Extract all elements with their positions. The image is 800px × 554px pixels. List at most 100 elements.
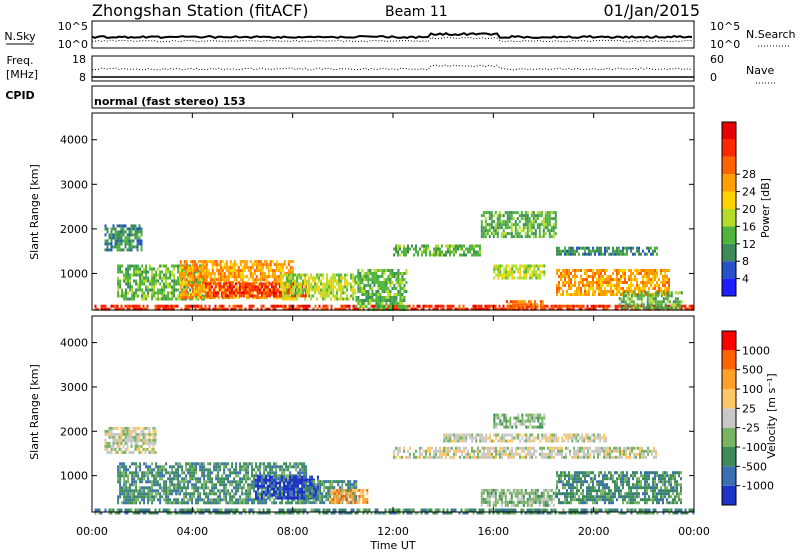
heatmap-cell [383,305,386,308]
heatmap-cell [287,477,290,481]
heatmap-cell [526,229,529,233]
heatmap-cell [287,474,290,478]
heatmap-cell [132,307,135,311]
heatmap-cell [157,291,160,295]
heatmap-cell [351,483,354,487]
heatmap-cell [121,474,124,478]
heatmap-cell [195,468,198,472]
colorbar-swatch [722,243,736,262]
heatmap-cell [634,278,636,281]
heatmap-cell [473,247,475,251]
heatmap-cell [652,252,654,256]
heatmap-cell [140,242,143,246]
heatmap-cell [618,287,620,290]
heatmap-cell [185,480,188,484]
heatmap-cell [502,229,505,233]
heatmap-cell [227,489,230,493]
heatmap-cell [271,471,274,475]
heatmap-cell [592,278,594,281]
heatmap-cell [124,450,127,454]
heatmap-cell [357,296,360,299]
heatmap-cell [395,293,398,296]
heatmap-cell [397,247,399,251]
heatmap-cell [504,307,507,311]
heatmap-cell [235,263,238,267]
heatmap-cell [257,489,260,493]
heatmap-cell [606,275,608,278]
heatmap-cell [203,290,206,294]
heatmap-cell [534,220,537,224]
heatmap-cell [311,480,314,484]
heatmap-cell [203,477,206,481]
heatmap-cell [490,223,493,227]
heatmap-cell [303,498,306,502]
heatmap-cell [459,247,461,251]
heatmap-cell [290,304,293,308]
heatmap-cell [249,266,252,270]
heatmap-cell [185,465,188,469]
heatmap-cell [480,226,483,230]
heatmap-cell [519,276,522,280]
heatmap-cell [177,483,180,487]
heatmap-cell [138,426,141,430]
heatmap-cell [500,223,503,227]
heatmap-cell [562,249,564,253]
heatmap-cell [136,447,139,451]
heatmap-cell [145,288,148,292]
heatmap-cell [108,307,111,311]
heatmap-cell [646,294,649,298]
heatmap-cell [237,480,240,484]
heatmap-cell [122,248,125,252]
heatmap-cell [453,247,455,251]
heatmap-cell [268,294,271,298]
heatmap-cell [537,276,540,280]
heatmap-cell [636,294,639,298]
heatmap-cell [375,281,378,284]
heatmap-cell [354,279,357,283]
heatmap-cell [195,275,198,279]
heatmap-cell [450,304,453,308]
heatmap-cell [357,269,360,272]
heatmap-cell [217,477,220,481]
heatmap-cell [141,495,144,499]
heatmap-cell [542,217,545,221]
heatmap-cell [293,487,295,491]
heatmap-cell [537,267,540,271]
heatmap-cell [177,297,180,301]
heatmap-cell [135,486,138,490]
heatmap-cell [556,249,558,253]
heatmap-cell [462,307,465,311]
heatmap-cell [240,307,243,311]
heatmap-cell [275,486,278,490]
heatmap-cell [145,273,148,277]
heatmap-cell [193,260,196,264]
heatmap-cell [295,478,297,482]
heatmap-cell [322,294,325,298]
heatmap-cell [644,287,646,290]
heatmap-cell [145,462,148,466]
heatmap-cell [461,253,463,257]
heatmap-cell [239,486,242,490]
heatmap-cell [237,471,240,475]
heatmap-cell [399,293,402,296]
heatmap-cell [298,291,301,295]
heatmap-cell [584,246,586,250]
heatmap-cell [129,486,132,490]
heatmap-cell [167,495,170,499]
heatmap-cell [297,501,300,505]
heatmap-cell [138,307,141,311]
heatmap-cell [592,287,594,290]
colorbar-swatch [722,122,736,140]
heatmap-cell [531,276,534,280]
heatmap-cell [298,285,301,289]
heatmap-cell [654,294,657,298]
heatmap-cell [281,468,284,472]
heatmap-cell [540,235,543,239]
heatmap-cell [650,303,653,307]
heatmap-cell [401,250,403,254]
heatmap-cell [128,248,131,252]
heatmap-cell [336,307,339,311]
heatmap-cell [443,253,445,257]
heatmap-cell [476,304,479,308]
